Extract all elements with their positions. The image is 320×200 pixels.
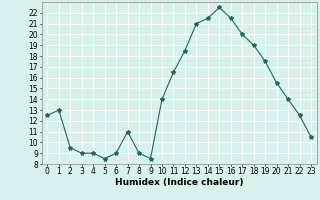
X-axis label: Humidex (Indice chaleur): Humidex (Indice chaleur): [115, 178, 244, 187]
